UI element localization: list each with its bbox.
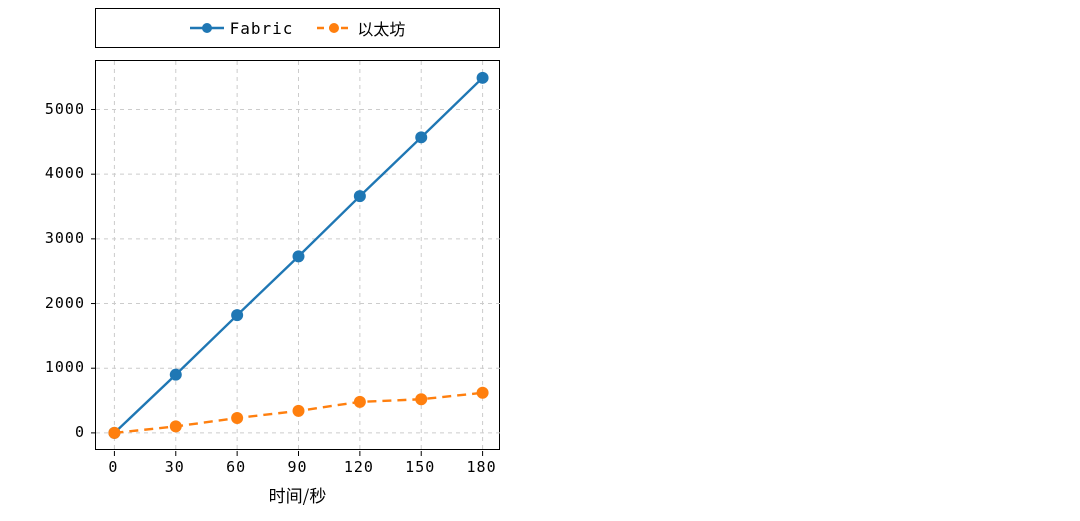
right-panel: Fabric以太坊 处理耗时/秒 请求编号 #1#2#3#4#5#6#7#8#9…: [540, 0, 1080, 521]
left-legend: Fabric 以太坊: [95, 8, 500, 48]
ytick-label: 5000: [45, 100, 85, 118]
legend-swatch-line: [190, 18, 224, 38]
ytick-label: 1000: [45, 358, 85, 376]
xtick-label: 180: [467, 458, 497, 476]
ytick-label: 3000: [45, 229, 85, 247]
ytick-label: 4000: [45, 164, 85, 182]
xtick-label: 0: [108, 458, 118, 476]
ytick-label: 2000: [45, 294, 85, 312]
left-xlabel: 时间/秒: [269, 482, 327, 507]
legend-item: Fabric: [190, 18, 294, 38]
left-panel: Fabric以太坊 处理请求数/个 时间/秒 03060901201501800…: [0, 0, 540, 521]
xtick-label: 60: [226, 458, 246, 476]
legend-label: 以太坊: [357, 16, 405, 40]
left-plot-area: [95, 60, 500, 450]
xtick-label: 150: [405, 458, 435, 476]
legend-label: Fabric: [230, 19, 294, 38]
xtick-label: 120: [344, 458, 374, 476]
legend-swatch-line: [317, 18, 351, 38]
figure: Fabric以太坊 处理请求数/个 时间/秒 03060901201501800…: [0, 0, 1080, 521]
xtick-label: 30: [165, 458, 185, 476]
left-plot-svg: [96, 61, 501, 451]
ytick-label: 0: [75, 423, 85, 441]
xtick-label: 90: [287, 458, 307, 476]
legend-item: 以太坊: [317, 16, 405, 40]
